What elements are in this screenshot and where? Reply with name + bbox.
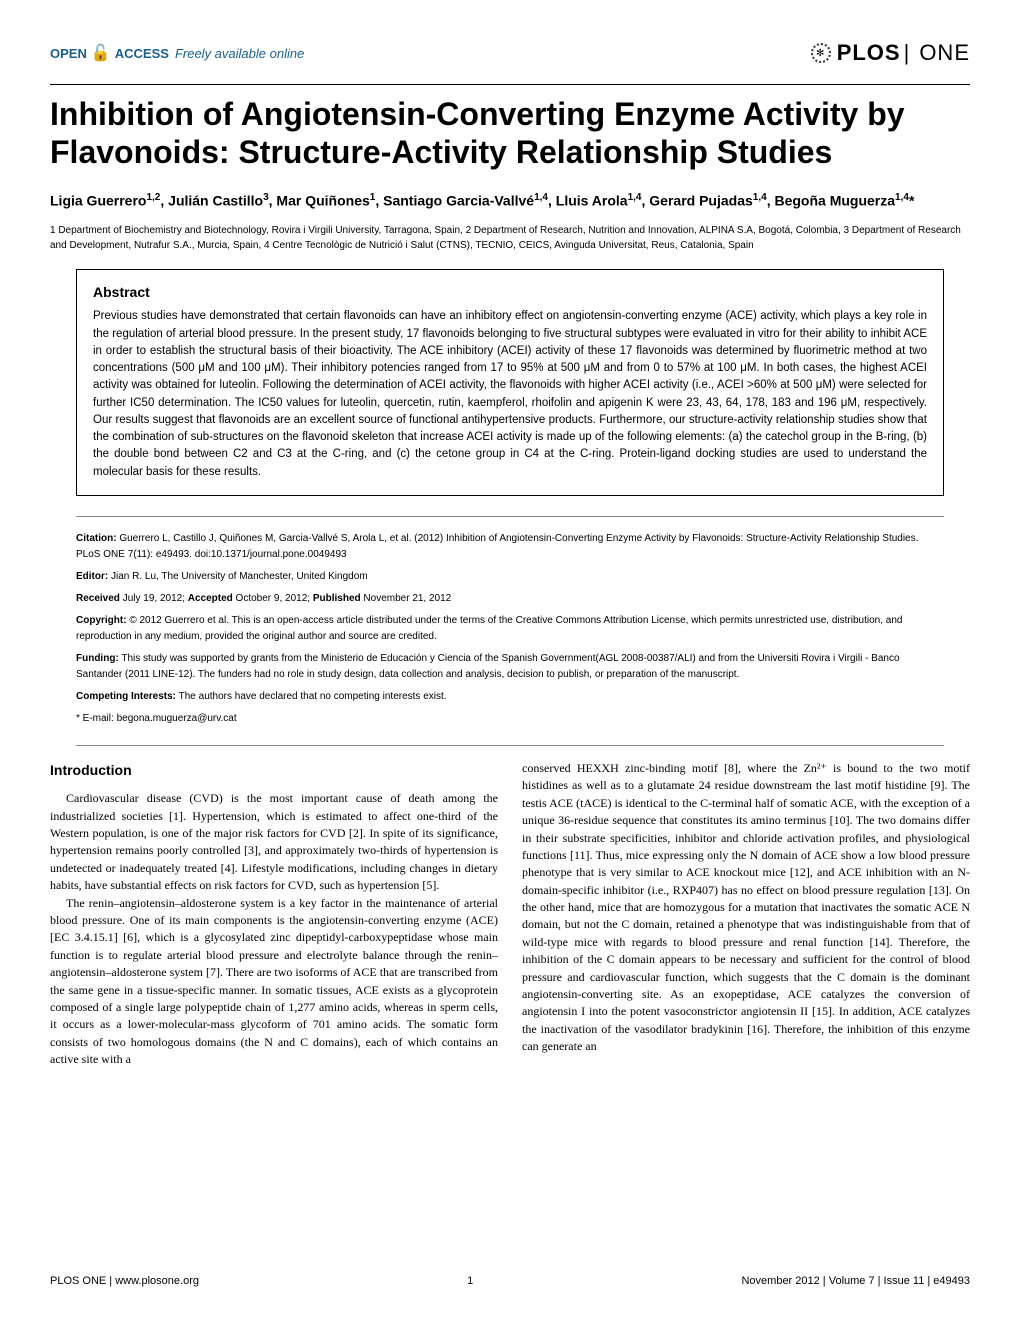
abstract-text: Previous studies have demonstrated that … [93,308,927,481]
open-access-prefix: OPEN [50,46,87,61]
copyright-label: Copyright: [76,615,127,626]
email-label: * E-mail: [76,713,114,724]
abstract-heading: Abstract [93,284,927,300]
citation-text: Guerrero L, Castillo J, Quiñones M, Garc… [76,533,918,560]
meta-divider-bottom [76,745,944,746]
dates-line: Received July 19, 2012; Accepted October… [76,591,944,607]
footer-right: November 2012 | Volume 7 | Issue 11 | e4… [741,1275,970,1287]
page-footer: PLOS ONE | www.plosone.org 1 November 20… [50,1275,970,1287]
funding-text: This study was supported by grants from … [76,653,900,680]
intro-paragraph-1: Cardiovascular disease (CVD) is the most… [50,790,498,894]
received-text: July 19, 2012; [123,593,185,604]
meta-divider-top [76,516,944,517]
copyright-text: © 2012 Guerrero et al. This is an open-a… [76,615,902,642]
open-access-lock-icon: 🔓 [91,43,111,63]
citation-label: Citation: [76,533,117,544]
journal-plos: PLOS [837,40,901,66]
footer-left: PLOS ONE | www.plosone.org [50,1275,199,1287]
competing-line: Competing Interests: The authors have de… [76,689,944,705]
published-label: Published [313,593,361,604]
article-title: Inhibition of Angiotensin-Converting Enz… [50,95,970,172]
intro-heading: Introduction [50,760,498,780]
editor-text: Jian R. Lu, The University of Manchester… [111,571,368,582]
footer-center: 1 [467,1275,473,1287]
funding-line: Funding: This study was supported by gra… [76,651,944,683]
abstract-box: Abstract Previous studies have demonstra… [76,269,944,496]
affiliations: 1 Department of Biochemistry and Biotech… [50,223,970,253]
open-access-tagline: Freely available online [175,46,304,61]
published-text: November 21, 2012 [363,593,451,604]
column-right: conserved HEXXH zinc-binding motif [8], … [522,760,970,1069]
open-access-badge: OPEN 🔓 ACCESS Freely available online [50,43,304,63]
citation-line: Citation: Guerrero L, Castillo J, Quiñon… [76,531,944,563]
affiliations-text: 1 Department of Biochemistry and Biotech… [50,225,961,251]
body-columns: Introduction Cardiovascular disease (CVD… [50,760,970,1069]
intro-paragraph-2: The renin–angiotensin–aldosterone system… [50,895,498,1069]
email-text: begona.muguerza@urv.cat [117,713,237,724]
authors-line: Ligia Guerrero1,2, Julián Castillo3, Mar… [50,190,970,212]
competing-label: Competing Interests: [76,691,176,702]
header-divider [50,84,970,85]
journal-one: ONE [919,40,970,66]
editor-line: Editor: Jian R. Lu, The University of Ma… [76,569,944,585]
journal-logo: ✻ PLOS | ONE [811,40,970,66]
received-label: Received [76,593,120,604]
copyright-line: Copyright: © 2012 Guerrero et al. This i… [76,613,944,645]
header-bar: OPEN 🔓 ACCESS Freely available online ✻ … [50,40,970,66]
accepted-text: October 9, 2012; [236,593,311,604]
competing-text: The authors have declared that no compet… [179,691,447,702]
plos-circle-icon: ✻ [811,43,831,63]
accepted-label: Accepted [188,593,233,604]
meta-block: Citation: Guerrero L, Castillo J, Quiñon… [76,531,944,727]
editor-label: Editor: [76,571,108,582]
open-access-suffix: ACCESS [115,46,169,61]
column-left: Introduction Cardiovascular disease (CVD… [50,760,498,1069]
funding-label: Funding: [76,653,119,664]
intro-paragraph-3: conserved HEXXH zinc-binding motif [8], … [522,760,970,1056]
email-line: * E-mail: begona.muguerza@urv.cat [76,711,944,727]
